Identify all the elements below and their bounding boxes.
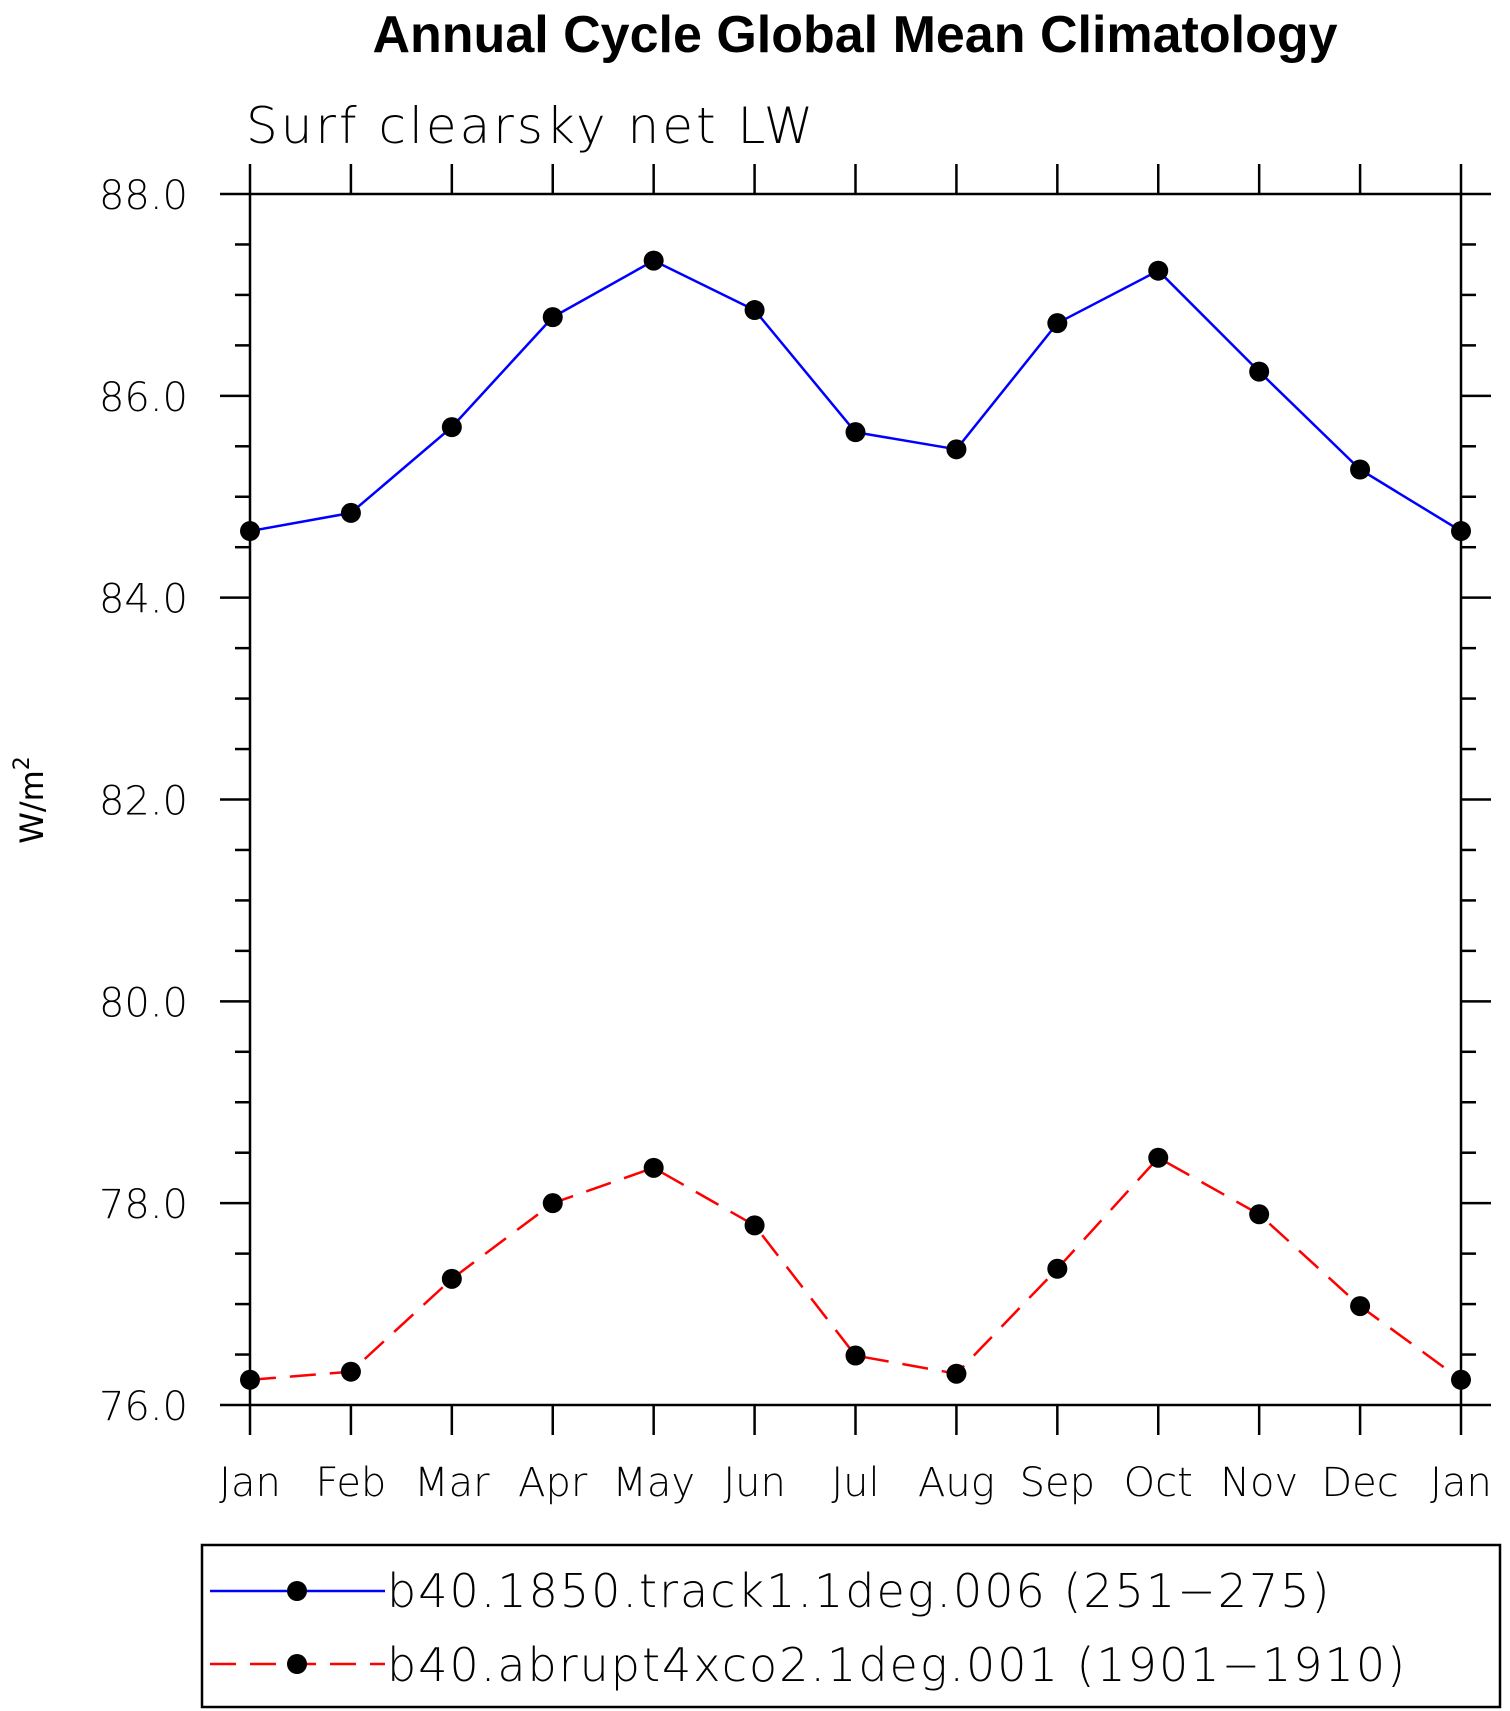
series-1-point — [542, 307, 563, 328]
series-2-point — [1047, 1258, 1068, 1279]
series-1-point — [845, 422, 866, 443]
x-tick-label: Aug — [918, 1460, 995, 1506]
series-2-point — [1350, 1296, 1371, 1317]
legend-box — [200, 1543, 1502, 1709]
legend-marker-series-2 — [287, 1654, 307, 1674]
y-tick-label: 86.0 — [99, 375, 188, 421]
x-tick-label: Jan — [219, 1460, 281, 1506]
x-tick-label: Sep — [1020, 1460, 1095, 1506]
x-tick-label: Dec — [1321, 1460, 1398, 1506]
legend-label-series-1: b40.1850.track1.1deg.006 (251−275) — [387, 1564, 1331, 1618]
y-tick-label: 76.0 — [99, 1384, 188, 1430]
x-tick-label: Mar — [414, 1460, 490, 1506]
chart-title: Annual Cycle Global Mean Climatology — [372, 6, 1337, 64]
legend-label-series-2: b40.abrupt4xco2.1deg.001 (1901−1910) — [387, 1638, 1407, 1692]
x-tick-label: Apr — [518, 1460, 588, 1506]
x-tick-label: Oct — [1124, 1460, 1193, 1506]
series-1-point — [340, 502, 361, 523]
plot-frame — [248, 192, 1463, 1407]
series-1-point — [1047, 313, 1068, 334]
series-2-point — [946, 1363, 967, 1384]
series-1-point — [441, 417, 462, 438]
y-tick-label: 78.0 — [99, 1182, 188, 1228]
series-2-point — [441, 1268, 462, 1289]
chart-subtitle: Surf clearsky net LW — [246, 97, 816, 155]
y-tick-label: 88.0 — [99, 173, 188, 219]
series-2-point — [845, 1345, 866, 1366]
series-line-1 — [249, 259, 1462, 533]
x-tick-label: Nov — [1220, 1460, 1298, 1506]
series-1-point — [1249, 361, 1270, 382]
series-1-point — [643, 250, 664, 271]
series-2-point — [643, 1157, 664, 1178]
y-axis-label: W/m2 — [10, 756, 51, 844]
x-tick-label: Jan — [1430, 1460, 1492, 1506]
series-2-point — [744, 1215, 765, 1236]
series-1-point — [744, 300, 765, 321]
series-1-point — [1350, 459, 1371, 480]
y-tick-label: 82.0 — [99, 779, 188, 825]
y-axis-label-base: W/m — [13, 770, 51, 844]
x-tick-label: Jul — [831, 1460, 879, 1506]
y-tick-label: 84.0 — [99, 577, 188, 623]
series-1-point — [1148, 260, 1169, 281]
series-2-point — [542, 1193, 563, 1214]
x-tick-label: Jun — [723, 1460, 786, 1506]
x-tick-label: Feb — [316, 1460, 387, 1506]
legend: b40.1850.track1.1deg.006 (251−275) b40.a… — [200, 1543, 1502, 1709]
y-tick-label: 80.0 — [99, 980, 188, 1026]
series-2-point — [340, 1361, 361, 1382]
svg-text:W/m2: W/m2 — [10, 756, 51, 844]
y-axis-label-superscript: 2 — [10, 756, 35, 770]
x-tick-label: May — [612, 1460, 695, 1506]
series-1-point — [946, 439, 967, 460]
series-2-point — [1249, 1204, 1270, 1225]
series-2-point — [1148, 1147, 1169, 1168]
legend-marker-series-1 — [287, 1581, 307, 1601]
